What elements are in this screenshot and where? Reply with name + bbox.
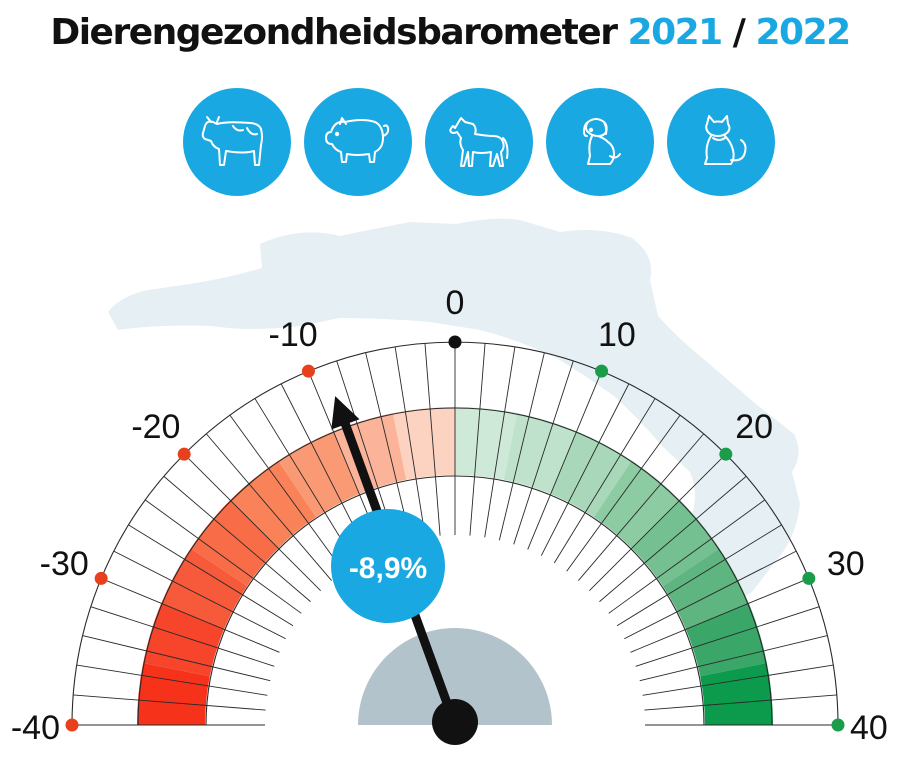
- gauge-spoke: [630, 578, 810, 653]
- gauge-band-positive: [550, 431, 632, 518]
- gauge-spoke: [553, 398, 656, 564]
- gauge-band-positive: [662, 548, 749, 630]
- gauge-spoke: [100, 578, 280, 653]
- gauge-spoke: [566, 414, 681, 572]
- major-tick-dot: [831, 718, 845, 732]
- major-tick-dot: [595, 364, 609, 378]
- gauge-spoke: [90, 606, 275, 667]
- gauge-spoke: [624, 550, 797, 640]
- gauge-spoke: [608, 499, 766, 614]
- belgium-map: [108, 218, 800, 602]
- gauge-spoke: [639, 635, 828, 682]
- needle-arrowhead: [331, 396, 360, 430]
- tick-label: -10: [269, 316, 318, 354]
- page-title: Dierengezondheidsbarometer 2021 / 2022: [0, 12, 900, 53]
- gauge-hub: [358, 628, 552, 725]
- gauge-spoke: [205, 433, 332, 581]
- major-tick-dot: [301, 364, 315, 378]
- gauge-band-positive: [700, 662, 773, 725]
- gauge-spoke: [82, 635, 271, 682]
- gauge-spoke: [513, 360, 574, 545]
- title-text: Dierengezondheidsbarometer: [50, 12, 618, 53]
- gauge-spoke: [229, 414, 344, 572]
- horse-icon: [425, 88, 533, 196]
- tick-label: -20: [131, 408, 180, 446]
- gauge-band-negative: [143, 603, 225, 677]
- major-tick-dot: [719, 447, 733, 461]
- gauge-band-positive: [455, 407, 518, 480]
- major-tick-dot: [94, 571, 108, 585]
- tick-label: 40: [850, 709, 888, 747]
- gauge-spoke: [128, 524, 294, 627]
- major-tick-dot: [448, 335, 462, 349]
- gauge-band-negative: [392, 407, 455, 480]
- gauge-spoke: [589, 453, 727, 591]
- cat-icon: [667, 88, 775, 196]
- gauge-spoke: [76, 664, 268, 696]
- title-separator: /: [732, 12, 746, 53]
- gauge-spoke: [644, 694, 837, 711]
- animal-icons: [183, 88, 775, 198]
- dog-icon: [546, 88, 654, 196]
- gauge-spoke: [540, 383, 630, 556]
- major-tick-dot: [65, 718, 79, 732]
- gauge-spoke: [394, 346, 426, 538]
- cow-icon: [183, 88, 291, 196]
- gauge-arc: [137, 407, 773, 726]
- gauge-spoke: [163, 475, 311, 602]
- gauge-spoke: [254, 398, 357, 564]
- value-bubble: [331, 509, 445, 623]
- gauge-spoke: [498, 352, 545, 541]
- tick-label: 20: [735, 408, 773, 446]
- tick-label: 30: [827, 545, 865, 583]
- title-year-1: 2021: [627, 12, 724, 53]
- major-tick-dot: [177, 447, 191, 461]
- pig-icon: [304, 88, 412, 196]
- gauge-arc: [205, 475, 705, 726]
- gauge-spoke: [365, 352, 412, 541]
- gauge-spoke: [469, 343, 486, 536]
- tick-label: -40: [11, 709, 60, 747]
- tick-label: 0: [446, 284, 465, 322]
- major-tick-dot: [802, 571, 816, 585]
- value-label: -8,9%: [349, 552, 427, 585]
- tick-label: 10: [598, 316, 636, 354]
- title-year-2: 2022: [755, 12, 851, 53]
- gauge-spoke: [183, 453, 321, 591]
- gauge-spoke: [484, 346, 516, 538]
- gauge-spoke: [144, 499, 302, 614]
- gauge-spoke: [616, 524, 782, 627]
- gauge-band-negative: [161, 548, 248, 630]
- gauge-spoke: [73, 694, 266, 711]
- gauge-spoke: [599, 475, 747, 602]
- gauge-spoke: [424, 343, 441, 536]
- gauge-band-positive: [503, 413, 577, 495]
- tick-label: -30: [40, 545, 89, 583]
- gauge-band-positive: [685, 603, 767, 677]
- gauge-spoke: [113, 550, 286, 640]
- needle-pivot: [432, 699, 478, 745]
- gauge-spoke: [642, 664, 834, 696]
- gauge-spoke: [527, 370, 602, 550]
- gauge-band-negative: [278, 431, 360, 518]
- gauge-spoke: [635, 606, 820, 667]
- gauge-band-negative: [137, 662, 210, 725]
- gauge-spoke: [578, 433, 705, 581]
